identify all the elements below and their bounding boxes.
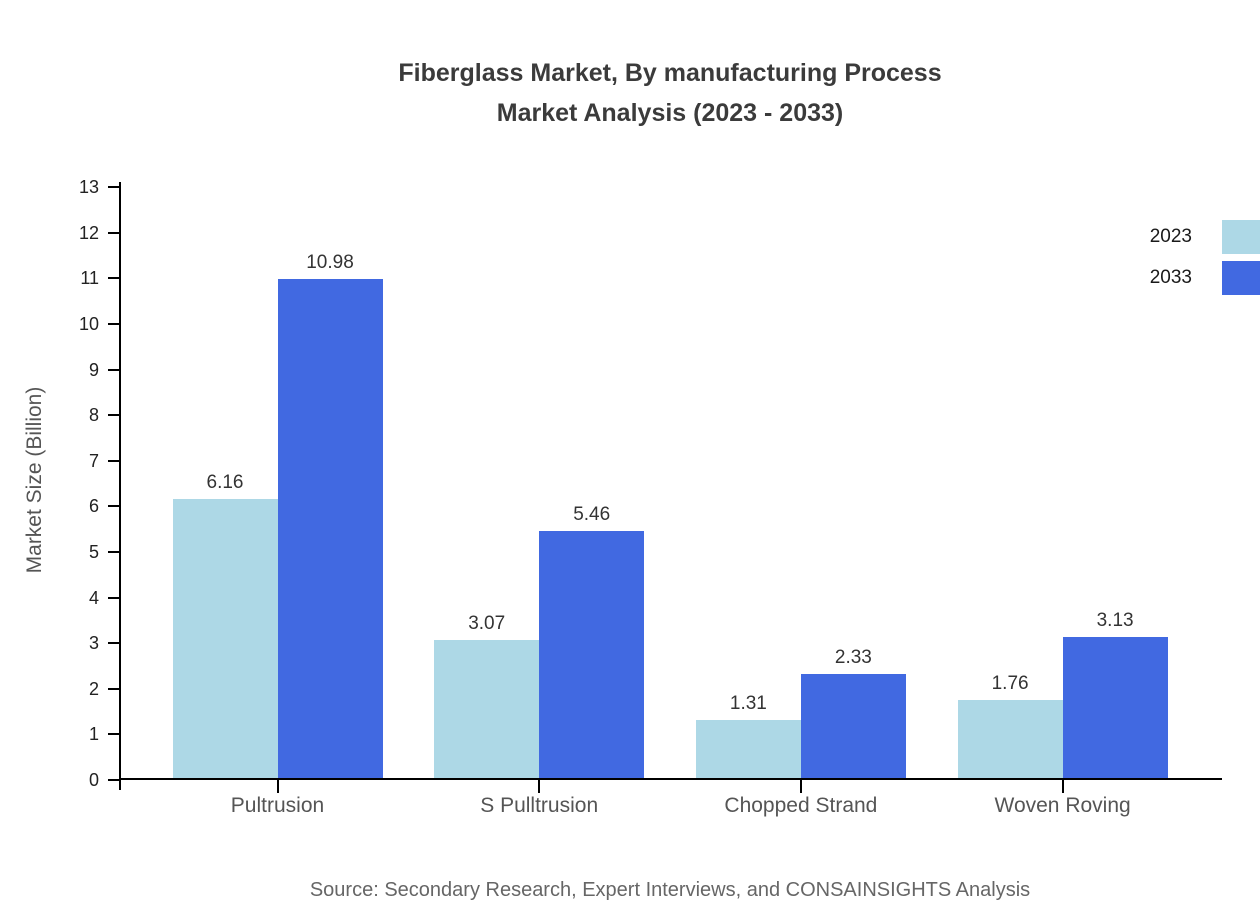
y-tick (108, 322, 121, 325)
y-tick-label: 8 (88, 405, 99, 426)
y-tick (108, 277, 121, 280)
x-axis-line (119, 778, 1222, 780)
legend-swatch (1222, 220, 1260, 254)
value-label: 6.16 (206, 472, 244, 493)
y-tick (108, 596, 121, 599)
y-tick (108, 459, 121, 462)
x-category-label: Pultrusion (230, 794, 325, 817)
y-tick-label: 2 (88, 678, 99, 699)
y-tick-label: 12 (78, 222, 99, 243)
legend-label: 2033 (1149, 267, 1192, 288)
y-axis-line (119, 182, 121, 790)
y-tick (108, 733, 121, 736)
y-tick (108, 779, 121, 781)
x-category-label: Chopped Strand (724, 794, 878, 817)
x-tick (1061, 780, 1064, 793)
y-tick (108, 414, 121, 417)
value-label: 1.76 (991, 672, 1029, 694)
legend-swatch (1222, 261, 1260, 295)
y-tick-label: 1 (88, 724, 99, 745)
y-tick (108, 642, 121, 645)
y-tick-label: 0 (88, 770, 99, 790)
bar-2033-chopped-strand (800, 673, 906, 780)
bar-2023-woven-roving (957, 699, 1063, 780)
value-label: 2.33 (834, 646, 872, 668)
value-label: 5.46 (573, 503, 611, 525)
chart-title-line1: Fiberglass Market, By manufacturing Proc… (398, 59, 942, 87)
y-tick-label: 4 (88, 587, 99, 608)
bar-2023-chopped-strand (695, 720, 801, 780)
y-tick-label: 11 (80, 268, 99, 289)
bar-2033-pultrusion (277, 279, 383, 780)
y-tick (108, 231, 121, 234)
y-tick (108, 505, 121, 508)
x-category-label: Woven Roving (994, 794, 1131, 817)
value-label: 10.98 (306, 252, 354, 274)
x-tick (799, 780, 802, 793)
y-axis-title: Market Size (Billion) (23, 386, 46, 574)
y-tick-label: 7 (88, 450, 99, 471)
legend-item-2023: 2023 (1150, 217, 1260, 257)
value-label: 3.13 (1096, 610, 1134, 632)
legend-item-2033: 2033 (1150, 258, 1260, 298)
x-tick (538, 780, 541, 793)
value-label: 1.31 (729, 693, 767, 715)
chart-title-line2: Market Analysis (2023 - 2033) (496, 99, 844, 127)
plot-area: 6.16 10.98 Pultrusion 3.07 5.46 S Pulltrusion… (79, 177, 1222, 817)
y-tick (108, 687, 121, 690)
y-tick (108, 550, 121, 553)
value-label: 3.07 (468, 613, 506, 634)
source-note: Source: Secondary Research, Expert Inter… (309, 879, 1031, 901)
bar-2033-s-pulltrusion (539, 530, 645, 780)
y-tick-label: 3 (88, 633, 99, 654)
y-tick-label: 13 (78, 177, 99, 197)
y-tick-label: 6 (88, 496, 99, 517)
legend: 2023 2033 (1150, 217, 1260, 299)
y-tick (108, 186, 121, 188)
bar-2033-woven-roving (1062, 637, 1168, 780)
y-tick-label: 10 (78, 313, 99, 334)
legend-label: 2023 (1149, 226, 1192, 247)
x-tick (276, 780, 279, 793)
chart-title: Fiberglass Market, By manufacturing Proc… (80, 53, 1260, 133)
bar-2023-s-pulltrusion (434, 640, 540, 780)
x-category-label: S Pulltrusion (480, 794, 599, 817)
y-tick (108, 368, 121, 371)
y-tick-label: 5 (88, 541, 99, 562)
bar-2023-pultrusion (172, 499, 278, 780)
y-tick-label: 9 (88, 359, 99, 380)
